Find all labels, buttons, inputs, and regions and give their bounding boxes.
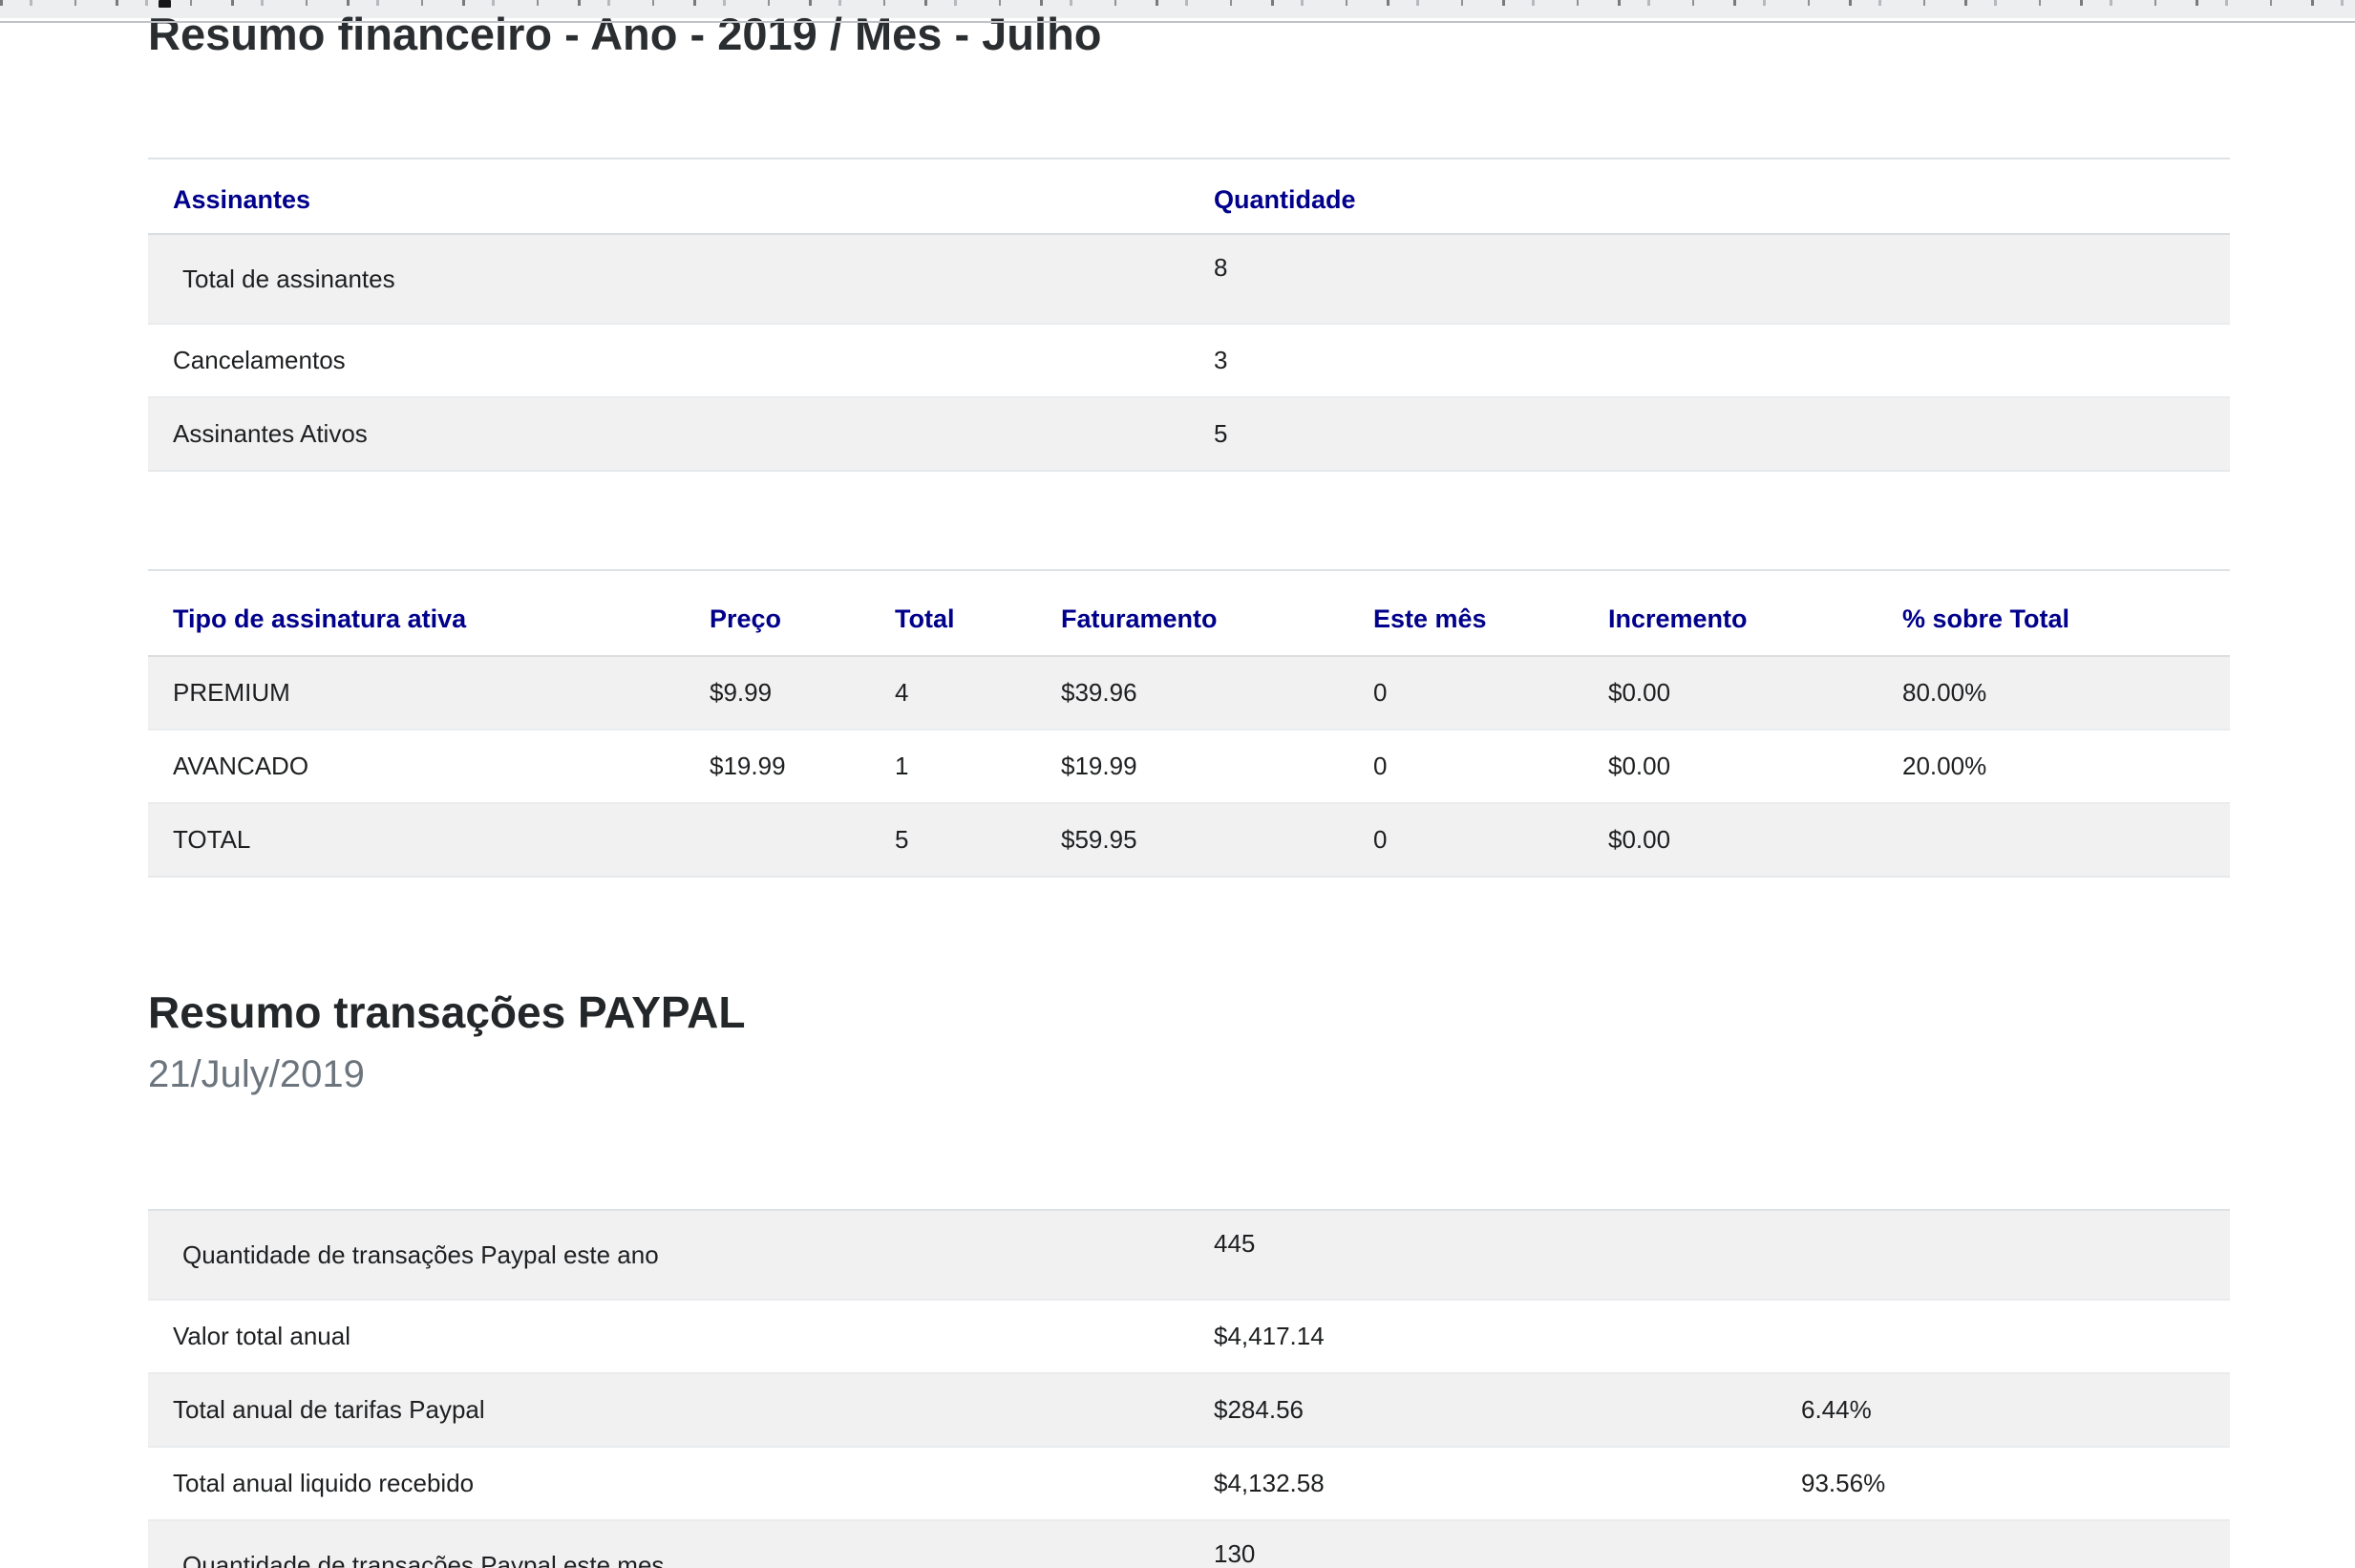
cell-plan-name: AVANCADO [173, 752, 309, 780]
table-row-total: TOTAL 5 $59.95 0 $0.00 [148, 803, 2230, 877]
column-header-total: Total [895, 604, 955, 633]
table-row-total-assinantes: Total de assinantes 8 [148, 234, 2230, 324]
table-row-annual-fees: Total anual de tarifas Paypal $284.56 6.… [148, 1373, 2230, 1447]
cell-price [685, 803, 870, 877]
clipped-bookmarks-text [0, 0, 2355, 6]
table-row-cancelamentos: Cancelamentos 3 [148, 324, 2230, 397]
browser-topbar [0, 0, 2355, 18]
row-percent: 93.56% [1801, 1469, 1886, 1497]
column-header-este-mes: Este mês [1373, 604, 1487, 633]
column-header-tipo: Tipo de assinatura ativa [173, 604, 467, 633]
cell-this-month: 0 [1373, 752, 1388, 780]
row-percent [1776, 1520, 2230, 1568]
subscribers-table: Assinantes Quantidade Total de assinante… [148, 158, 2230, 472]
cell-price: $19.99 [710, 752, 786, 780]
subscribers-header-row: Assinantes Quantidade [148, 159, 2230, 234]
row-value: 130 [1214, 1539, 1256, 1568]
row-label: Assinantes Ativos [173, 419, 368, 448]
table-row-annual-net: Total anual liquido recebido $4,132.58 9… [148, 1447, 2230, 1520]
subscription-types-table: Tipo de assinatura ativa Preço Total Fat… [148, 569, 2230, 878]
row-value: $4,417.14 [1214, 1322, 1325, 1350]
row-label: Total de assinantes [182, 265, 395, 293]
column-header-preco: Preço [710, 604, 782, 633]
column-header-pct-sobre-total: % sobre Total [1902, 604, 2070, 633]
row-label: Total anual liquido recebido [173, 1469, 475, 1497]
cell-price: $9.99 [710, 678, 773, 707]
table-row-paypal-year-count: Quantidade de transações Paypal este ano… [148, 1210, 2230, 1300]
table-row-paypal-month-count: Quantidade de transações Paypal este mes… [148, 1520, 2230, 1568]
cell-plan-name: PREMIUM [173, 678, 290, 707]
row-label: Valor total anual [173, 1322, 350, 1350]
row-value: 445 [1214, 1229, 1256, 1258]
cell-this-month: 0 [1373, 825, 1388, 854]
paypal-summary-table: Quantidade de transações Paypal este ano… [148, 1209, 2230, 1568]
column-header-assinantes: Assinantes [173, 185, 311, 214]
row-label: Quantidade de transações Paypal este mes [182, 1551, 665, 1568]
paypal-section-date: 21/July/2019 [148, 1053, 365, 1095]
row-percent [1776, 1300, 2230, 1373]
row-percent [1776, 1210, 2230, 1300]
row-label: Cancelamentos [173, 346, 346, 374]
row-value: $4,132.58 [1214, 1469, 1325, 1497]
clipped-bookmark-highlight [159, 0, 171, 8]
row-label: Total anual de tarifas Paypal [173, 1395, 485, 1424]
row-label: Quantidade de transações Paypal este ano [182, 1240, 659, 1269]
table-row-avancado: AVANCADO $19.99 1 $19.99 0 $0.00 20.00% [148, 730, 2230, 803]
cell-pct-of-total [1878, 803, 2230, 877]
cell-total: 1 [895, 752, 909, 780]
table-row-annual-total: Valor total anual $4,417.14 [148, 1300, 2230, 1373]
row-value: 8 [1214, 253, 1228, 282]
cell-revenue: $59.95 [1061, 825, 1137, 854]
row-value: 3 [1214, 346, 1228, 374]
row-value: $284.56 [1214, 1395, 1304, 1424]
browser-content-divider [0, 21, 2355, 23]
cell-increment: $0.00 [1608, 752, 1671, 780]
cell-pct-of-total: 20.00% [1902, 752, 1987, 780]
cell-pct-of-total: 80.00% [1902, 678, 1987, 707]
page-title: Resumo financeiro - Ano - 2019 / Mes - J… [148, 9, 1102, 59]
table-row-assinantes-ativos: Assinantes Ativos 5 [148, 397, 2230, 471]
cell-total: 5 [895, 825, 909, 854]
table-row-premium: PREMIUM $9.99 4 $39.96 0 $0.00 80.00% [148, 656, 2230, 730]
column-header-incremento: Incremento [1608, 604, 1748, 633]
subscription-types-header-row: Tipo de assinatura ativa Preço Total Fat… [148, 570, 2230, 656]
column-header-faturamento: Faturamento [1061, 604, 1218, 633]
cell-increment: $0.00 [1608, 678, 1671, 707]
row-percent: 6.44% [1801, 1395, 1872, 1424]
cell-plan-name: TOTAL [173, 825, 251, 854]
cell-revenue: $19.99 [1061, 752, 1137, 780]
cell-total: 4 [895, 678, 909, 707]
paypal-section-heading: Resumo transações PAYPAL [148, 987, 746, 1037]
row-value: 5 [1214, 419, 1228, 448]
column-header-quantidade: Quantidade [1214, 185, 1356, 214]
cell-this-month: 0 [1373, 678, 1388, 707]
cell-revenue: $39.96 [1061, 678, 1137, 707]
cell-increment: $0.00 [1608, 825, 1671, 854]
